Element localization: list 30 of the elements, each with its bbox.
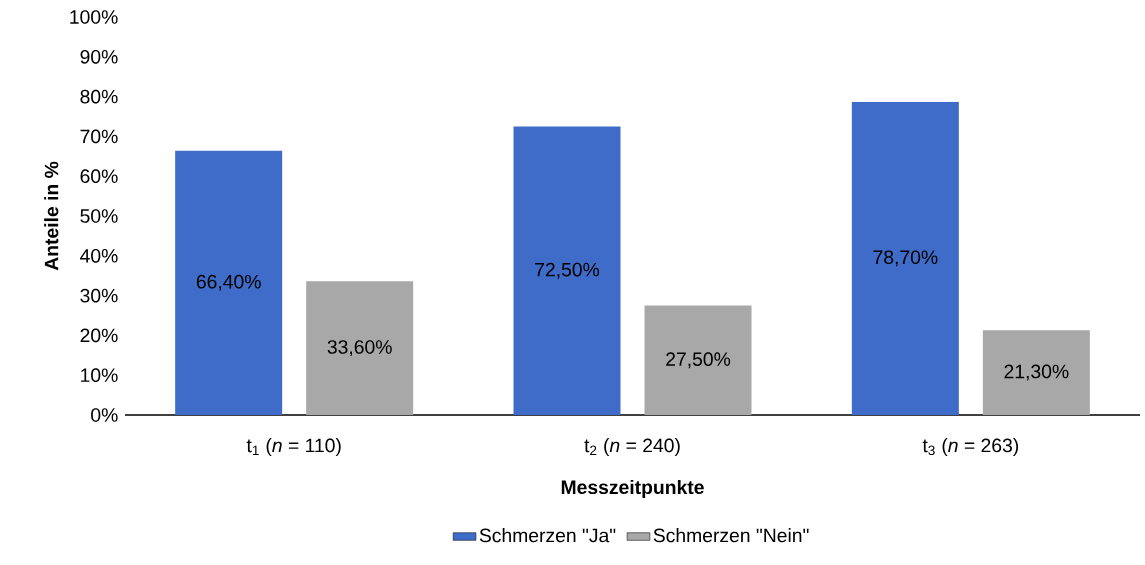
x-tick-label: t$_{3}$ (n = 263): [922, 438, 1019, 457]
bar: [851, 101, 959, 415]
y-tick-label: 70%: [80, 129, 118, 144]
y-tick-label: 30%: [80, 288, 118, 303]
data-label: 66,40%: [196, 274, 261, 291]
y-tick-label: 80%: [80, 89, 118, 104]
data-label: 33,60%: [327, 340, 392, 357]
data-label: 78,70%: [873, 250, 938, 267]
data-label: 27,50%: [666, 352, 731, 369]
bar: [644, 305, 752, 415]
x-tick-label: t$_{1}$ (n = 110): [246, 438, 341, 457]
data-label: 72,50%: [535, 262, 600, 279]
y-tick-label: 100%: [70, 10, 118, 24]
x-tick-label: t$_{2}$ (n = 240): [584, 438, 680, 457]
bar: [306, 281, 414, 415]
y-tick-label: 10%: [81, 368, 118, 383]
y-tick-label: 20%: [80, 328, 118, 343]
y-tick-label: 0%: [91, 408, 118, 422]
bar: [513, 126, 621, 415]
legend-label: Schmerzen "Nein": [653, 528, 809, 543]
x-axis-title: Messzeitpunkte: [561, 479, 704, 498]
data-label: 21,30%: [1004, 364, 1069, 381]
y-tick-label: 90%: [80, 49, 118, 64]
y-tick-label: 60%: [80, 169, 118, 184]
y-axis-title: Anteile in %: [44, 161, 59, 271]
bar: [982, 330, 1090, 415]
bar: [175, 150, 283, 415]
y-tick-label: 40%: [80, 248, 118, 263]
legend-label: Schmerzen "Ja": [479, 528, 616, 543]
y-tick-label: 50%: [80, 209, 118, 223]
